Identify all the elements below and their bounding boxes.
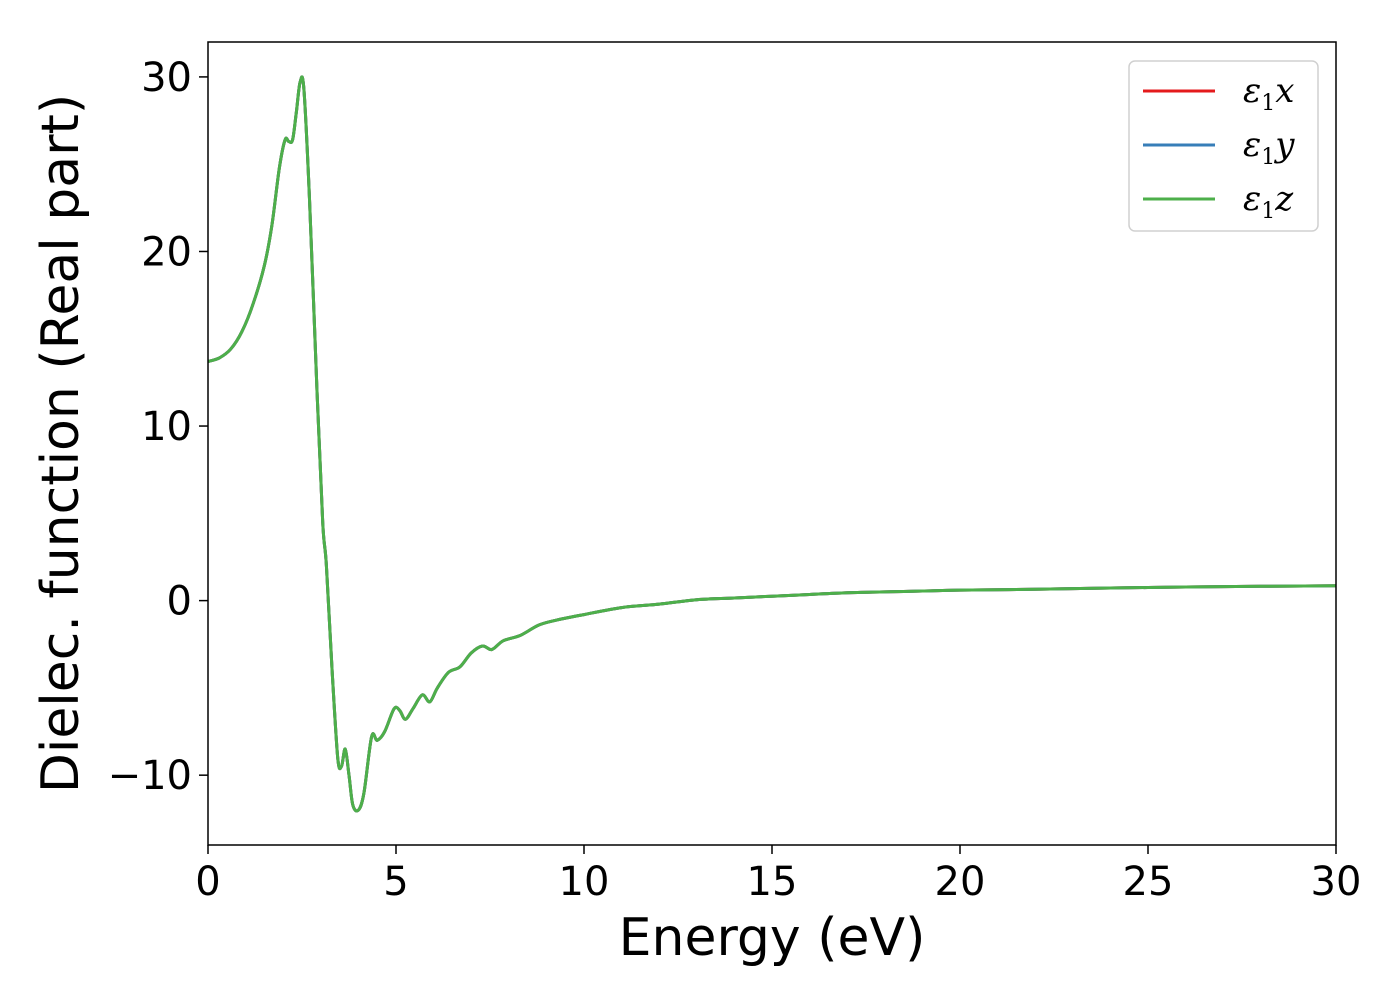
x-tick-label: 10 <box>559 859 610 905</box>
x-axis-title: Energy (eV) <box>619 908 926 968</box>
legend-box <box>1128 60 1319 232</box>
x-tick-label: 30 <box>1311 859 1362 905</box>
x-tick-label: 5 <box>383 859 408 905</box>
y-tick-label: 10 <box>141 404 192 450</box>
x-tick-label: 15 <box>747 859 798 905</box>
y-tick-label: 30 <box>141 55 192 101</box>
y-tick-label: 0 <box>167 579 192 625</box>
legend-entry-label: ε1y <box>1243 125 1295 170</box>
x-axis: 0 5 10 15 20 25 30 <box>195 845 1361 905</box>
legend: ε1x ε1y ε1z <box>1128 60 1319 232</box>
series-layer <box>208 75 1336 813</box>
y-axis: −10 0 10 20 30 <box>108 55 208 799</box>
x-tick-label: 25 <box>1123 859 1174 905</box>
x-tick-label: 20 <box>935 859 986 905</box>
y-tick-label: 20 <box>141 229 192 275</box>
y-tick-label: −10 <box>108 753 192 799</box>
legend-entry-label: ε1z <box>1243 179 1294 224</box>
x-tick-label: 0 <box>195 859 220 905</box>
series-line-3 <box>208 75 1336 813</box>
y-axis-title: Dielec. function (Real part) <box>31 94 91 793</box>
legend-entry-label: ε1x <box>1243 71 1294 116</box>
